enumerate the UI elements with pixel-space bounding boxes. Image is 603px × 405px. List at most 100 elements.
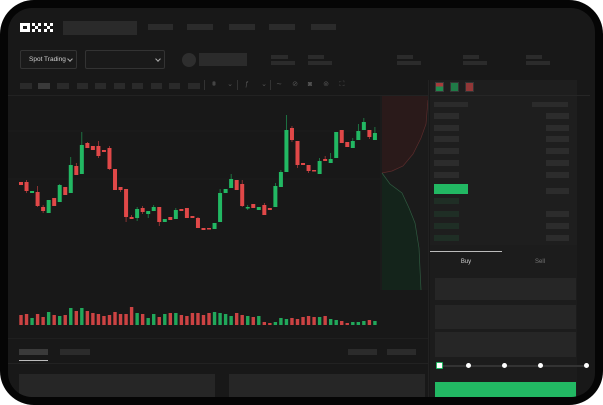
volume-bar [234,313,239,325]
indicator-icon[interactable]: ƒ [245,81,249,88]
slider-mark-100[interactable] [584,363,589,368]
orderbook-both-icon[interactable] [435,82,444,92]
nav-item[interactable] [311,24,336,30]
timeframe-button[interactable] [20,83,32,89]
volume-bar [69,308,73,325]
timeframe-button[interactable] [77,83,88,89]
chevron-down-icon[interactable]: ⌄ [227,81,233,88]
ask-price[interactable] [434,113,459,119]
ask-price[interactable] [434,125,459,131]
candle-body [372,133,377,140]
volume-bar [80,308,84,325]
nav-item[interactable] [229,24,255,30]
price-input[interactable] [435,278,576,300]
active-tab-underline [19,360,48,361]
ask-price[interactable] [434,172,459,178]
ask-price[interactable] [434,136,459,142]
candle-body [168,217,173,220]
toolbar-border [8,95,428,96]
timeframe-button[interactable] [169,83,180,89]
candle-body [240,184,245,206]
candle-body [19,182,23,185]
line-tool-icon[interactable]: ∼ [276,81,282,88]
volume-bar [257,316,261,325]
chevron-down-icon[interactable]: ⌄ [261,81,267,88]
ask-price[interactable] [434,160,459,166]
nav-item[interactable] [269,24,295,30]
stat-label [397,55,413,59]
candle-body [79,145,84,174]
ask-amount[interactable] [546,188,569,194]
ask-amount[interactable] [546,136,569,142]
ask-amount[interactable] [546,160,569,166]
stat-label [526,55,542,59]
timeframe-button[interactable] [38,83,50,89]
bid-price[interactable] [434,235,459,241]
buy-button[interactable] [435,382,576,397]
ask-amount[interactable] [546,125,569,131]
candlestick-chart[interactable] [8,8,595,397]
slider-mark-25[interactable] [466,363,471,368]
timeframe-button[interactable] [151,83,162,89]
volume-bar [246,316,250,325]
nav-item[interactable] [187,24,213,30]
ask-price[interactable] [434,148,459,154]
filter-button[interactable] [348,349,377,355]
total-input[interactable] [435,332,576,357]
candle-body [273,186,278,207]
nav-item[interactable] [148,24,173,30]
amount-input[interactable] [435,305,576,329]
pair-price [199,53,247,66]
fullscreen-icon[interactable]: ⛶ [339,81,345,88]
settings-icon[interactable]: ⊚ [323,81,329,88]
tab-order-history[interactable] [60,349,90,355]
volume-bar [268,323,272,325]
ask-amount[interactable] [546,113,569,119]
candle-body [267,208,272,210]
volume-bar [345,323,349,325]
volume-bar [46,312,51,325]
candle-body [223,189,228,193]
timeframe-button[interactable] [114,83,125,89]
search-box[interactable] [63,21,137,35]
slider-mark-75[interactable] [538,363,543,368]
okx-logo[interactable] [20,22,57,33]
timeframe-button[interactable] [95,83,106,89]
tab-buy[interactable]: Buy [430,251,502,272]
candle-body [140,208,145,212]
tab-open-orders[interactable] [19,349,48,355]
candle-body [57,185,62,202]
orderbook-sell-icon[interactable] [465,82,474,92]
bid-amount[interactable] [546,223,569,229]
ask-amount[interactable] [546,172,569,178]
volume-bar [284,319,289,325]
slider-handle[interactable] [436,362,443,369]
bid-amount[interactable] [546,235,569,241]
timeframe-button[interactable] [132,83,143,89]
slider-mark-50[interactable] [502,363,507,368]
candle-body [334,132,339,158]
orderbook-buy-icon[interactable] [450,82,459,92]
bid-amount[interactable] [546,211,569,217]
candle-body [90,146,95,150]
filter-button[interactable] [387,349,416,355]
volume-bar [367,320,372,325]
volume-bar [328,319,333,325]
tab-sell[interactable]: Sell [504,252,576,272]
timeframe-button[interactable] [188,83,200,89]
pair-dropdown[interactable] [85,50,165,69]
ask-amount[interactable] [546,148,569,154]
candle-body [146,211,151,214]
candle-type-icon[interactable]: ⩩ [212,81,216,88]
camera-icon[interactable]: ◙ [307,81,313,88]
timeframe-button[interactable] [57,83,69,89]
stat-label [271,55,288,59]
bid-price[interactable] [434,223,459,229]
leverage-slider[interactable] [438,365,588,367]
volume-bar [140,314,145,325]
ruler-icon[interactable]: ⊘ [292,81,298,88]
volume-bar [295,319,300,325]
market-type-dropdown[interactable]: Spot Trading [20,50,77,69]
bid-price[interactable] [434,211,459,217]
bid-price[interactable] [434,198,459,204]
